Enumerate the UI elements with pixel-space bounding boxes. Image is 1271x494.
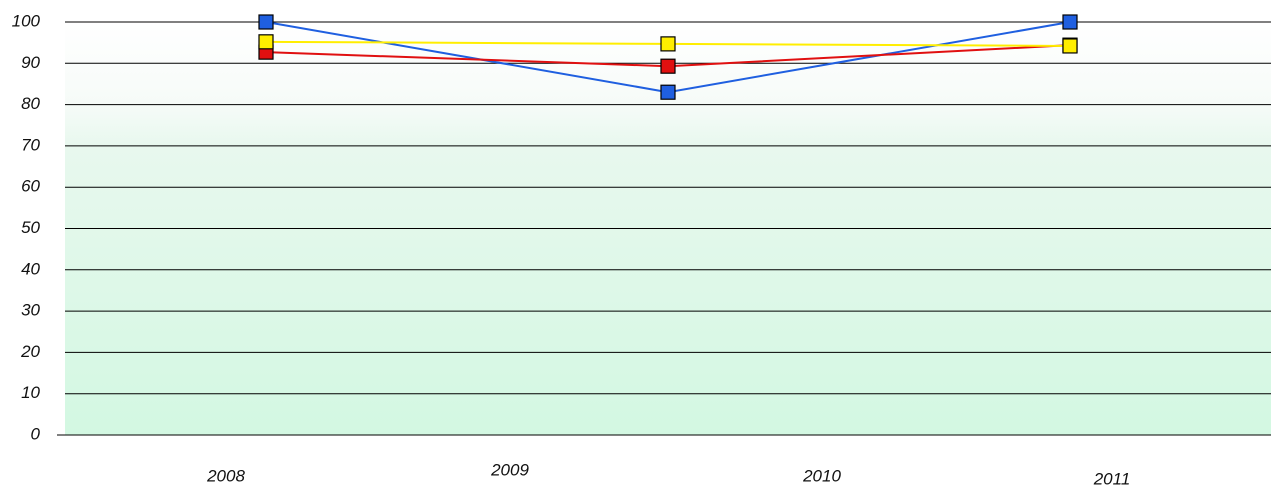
marker xyxy=(660,84,676,100)
y-tick-label: 60 xyxy=(21,177,40,196)
y-tick-label: 40 xyxy=(21,259,40,278)
marker xyxy=(1062,38,1078,54)
marker xyxy=(660,58,676,74)
x-label: 2008 xyxy=(206,466,245,485)
y-tick-label: 90 xyxy=(21,53,40,72)
y-tick-label: 30 xyxy=(21,301,40,320)
x-label: 2011 xyxy=(1093,469,1131,488)
y-tick-label: 100 xyxy=(12,11,41,30)
y-tick-label: 70 xyxy=(21,135,40,154)
x-label: 2010 xyxy=(802,466,841,485)
x-label: 2009 xyxy=(490,460,529,479)
marker xyxy=(258,34,274,50)
y-tick-label: 50 xyxy=(21,218,40,237)
y-tick-label: 20 xyxy=(20,342,40,361)
marker xyxy=(660,36,676,52)
y-tick-label: 80 xyxy=(21,94,40,113)
marker xyxy=(258,14,274,30)
marker xyxy=(1062,14,1078,30)
y-tick-label: 10 xyxy=(21,383,40,402)
y-tick-label: 0 xyxy=(31,424,41,443)
